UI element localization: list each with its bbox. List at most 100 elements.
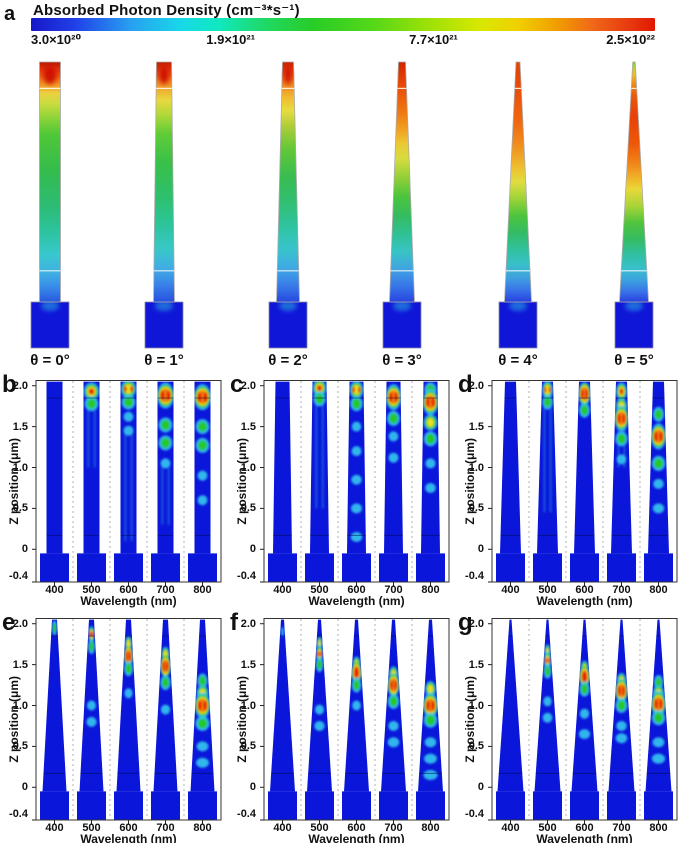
y-tick-1.5: 1.5 [240,658,256,671]
x-tick-700: 700 [156,584,175,596]
x-tick-500: 500 [82,584,101,596]
y-tick-0: 0 [21,543,28,556]
y-tick-1.5: 1.5 [240,420,256,433]
x-tick-600: 600 [347,584,366,596]
y-tick-0: 0 [477,543,484,556]
y-tick-0.5: 0.5 [12,502,28,515]
x-axis-label: Wavelength (nm) [80,594,177,608]
y-tick-2.0: 2.0 [468,379,484,392]
y-tick-1.5: 1.5 [12,420,28,433]
nanowire-pillar-3 [356,60,448,350]
panel-label-a: a [4,3,16,25]
x-tick-800: 800 [649,584,668,596]
theta-label-4: θ = 4° [498,352,538,369]
panel-label-g: g [458,609,473,636]
nanowire-pillar-4 [472,60,564,350]
panel-a-nanowires: θ = 0° θ = 1° θ = 2° θ = 3° θ = 4° θ = 5° [0,0,685,375]
y-tick-1.0: 1.0 [468,461,484,474]
y-tick--0.4: -0.4 [465,570,484,582]
x-tick-800: 800 [193,584,212,596]
x-tick-800: 800 [421,822,440,834]
x-axis-label: Wavelength (nm) [536,594,633,608]
y-tick-2.0: 2.0 [240,379,256,392]
y-tick-1.0: 1.0 [240,461,256,474]
theta-label-2: θ = 2° [268,352,308,369]
nanowire-pillar-5 [588,60,680,350]
y-tick-0.5: 0.5 [240,502,256,515]
panel-label-c: c [230,371,244,398]
nanowire-pillar-2 [242,60,334,350]
colorbar-tick-label: 1.9×10²¹ [206,32,256,47]
theta-label-3: θ = 3° [382,352,422,369]
x-tick-500: 500 [538,584,557,596]
x-tick-500: 500 [538,822,557,834]
colorbar-tick-label: 7.7×10²¹ [409,32,458,47]
x-tick-600: 600 [119,822,138,834]
x-tick-700: 700 [612,584,631,596]
y-tick-1.0: 1.0 [12,699,28,712]
y-tick-1.5: 1.5 [468,420,484,433]
y-tick-1.0: 1.0 [468,699,484,712]
y-tick--0.4: -0.4 [237,808,256,820]
x-tick-800: 800 [649,822,668,834]
y-tick--0.4: -0.4 [237,570,256,582]
x-tick-400: 400 [273,584,292,596]
y-tick--0.4: -0.4 [9,570,28,582]
x-axis-label: Wavelength (nm) [80,832,177,843]
colorbar-tick-label: 3.0×10²⁰ [31,32,82,47]
y-tick-2.0: 2.0 [12,617,28,630]
x-axis-label: Wavelength (nm) [536,832,633,843]
y-tick-2.0: 2.0 [468,617,484,630]
colorbar-title: Absorbed Photon Density (cm⁻³*s⁻¹) [33,2,300,19]
x-tick-600: 600 [575,584,594,596]
x-tick-400: 400 [501,822,520,834]
x-tick-500: 500 [310,822,329,834]
y-tick-1.0: 1.0 [240,699,256,712]
y-tick-2.0: 2.0 [12,379,28,392]
panel-label-d: d [458,371,473,398]
y-tick-0: 0 [249,781,256,794]
x-tick-500: 500 [82,822,101,834]
nanowire-pillar-0 [4,60,96,350]
theta-label-1: θ = 1° [144,352,184,369]
x-tick-400: 400 [45,584,64,596]
y-tick-0.5: 0.5 [12,740,28,753]
panel-label-e: e [2,609,16,636]
colorbar-gradient [31,18,655,31]
panel-label-b: b [2,371,17,398]
colorbar-ticks: 3.0×10²⁰ 1.9×10²¹ 7.7×10²¹ 2.5×10²² [31,32,655,47]
y-tick-0.5: 0.5 [468,502,484,515]
x-axis-label: Wavelength (nm) [308,832,405,843]
x-tick-700: 700 [612,822,631,834]
x-tick-800: 800 [193,822,212,834]
x-tick-800: 800 [421,584,440,596]
x-tick-600: 600 [575,822,594,834]
y-tick-1.0: 1.0 [12,461,28,474]
y-tick-0: 0 [249,543,256,556]
y-tick--0.4: -0.4 [465,808,484,820]
x-tick-400: 400 [501,584,520,596]
x-tick-600: 600 [119,584,138,596]
x-tick-600: 600 [347,822,366,834]
theta-label-5: θ = 5° [614,352,654,369]
colorbar-tick-label: 2.5×10²² [606,32,655,47]
y-tick-1.5: 1.5 [12,658,28,671]
y-tick-0: 0 [477,781,484,794]
theta-label-0: θ = 0° [30,352,70,369]
x-tick-700: 700 [384,584,403,596]
x-axis-label: Wavelength (nm) [308,594,405,608]
x-tick-700: 700 [384,822,403,834]
y-tick-1.5: 1.5 [468,658,484,671]
x-tick-700: 700 [156,822,175,834]
x-tick-400: 400 [45,822,64,834]
nanowire-pillar-1 [118,60,210,350]
y-tick-2.0: 2.0 [240,617,256,630]
y-tick-0.5: 0.5 [468,740,484,753]
